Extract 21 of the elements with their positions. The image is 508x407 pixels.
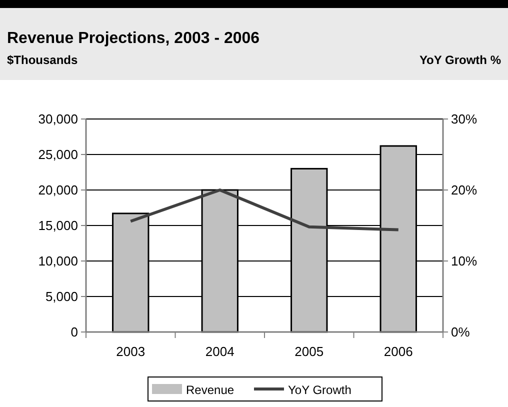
y2-tick-label: 10% — [451, 254, 478, 269]
chart-title: Revenue Projections, 2003 - 2006 — [7, 30, 260, 47]
line-series — [129, 188, 400, 232]
legend-label: Revenue — [186, 383, 234, 397]
x-tick-label: 2006 — [384, 344, 413, 359]
y-tick-label: 30,000 — [38, 112, 78, 127]
y2-axis-title: YoY Growth % — [419, 53, 502, 67]
y-axis-title: $Thousands — [7, 53, 78, 67]
y-tick-label: 15,000 — [38, 218, 78, 234]
x-tick-label: 2005 — [294, 344, 324, 359]
x-tick-label: 2003 — [116, 344, 146, 359]
y-tick-label: 5,000 — [45, 289, 78, 304]
y2-tick-label: 20% — [451, 182, 478, 198]
y-tick-label: 20,000 — [38, 182, 78, 198]
x-tick-label: 2004 — [205, 344, 234, 359]
y-tick-label: 10,000 — [38, 254, 78, 269]
y-tick-label: 0 — [70, 324, 78, 340]
y-tick-label: 25,000 — [38, 147, 78, 162]
y2-tick-label: 30% — [451, 112, 478, 127]
legend-label: YoY Growth — [288, 383, 352, 397]
y2-tick-label: 0% — [451, 324, 470, 340]
